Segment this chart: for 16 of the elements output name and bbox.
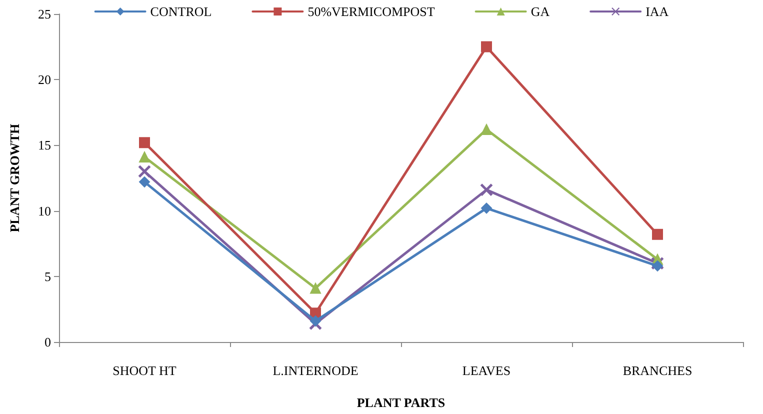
y-tick-label: 0	[44, 334, 51, 350]
y-tick-label: 20	[38, 72, 51, 88]
legend-label: CONTROL	[150, 4, 212, 19]
legend-label: IAA	[646, 4, 670, 19]
x-tick-label: L.INTERNODE	[272, 363, 358, 378]
y-tick-label: 5	[44, 268, 51, 284]
x-axis-title: PLANT PARTS	[356, 395, 446, 410]
y-axis-title: PLANT GROWTH	[7, 124, 22, 232]
y-tick-label: 10	[38, 203, 51, 218]
x-tick-label: BRANCHES	[622, 363, 692, 378]
y-tick-label: 25	[38, 6, 51, 22]
y-tick-label: 15	[38, 138, 51, 153]
x-tick-label: SHOOT HT	[112, 363, 176, 378]
legend-label: 50%VERMICOMPOST	[308, 4, 435, 19]
legend-label: GA	[530, 4, 550, 19]
x-tick-label: LEAVES	[462, 363, 511, 378]
